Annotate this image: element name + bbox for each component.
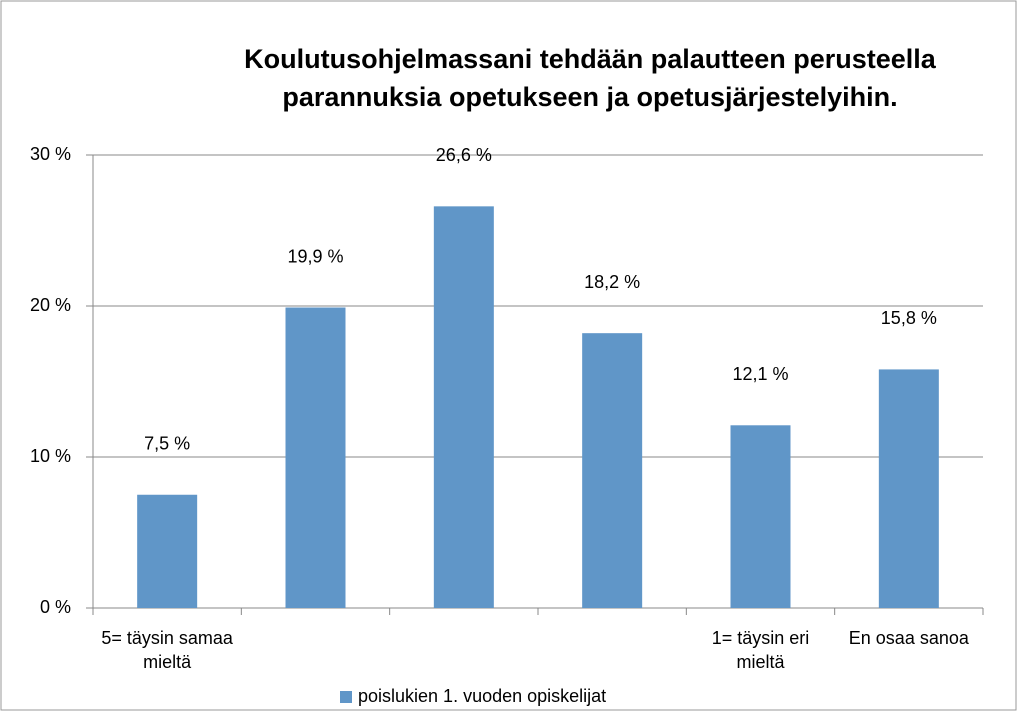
legend-swatch <box>340 690 352 703</box>
bar <box>137 494 198 608</box>
value-label: 15,8 % <box>881 308 937 328</box>
y-tick-label: 0 % <box>40 597 71 617</box>
x-tick-label: En osaa sanoa <box>848 628 969 648</box>
value-label: 12,1 % <box>732 364 788 384</box>
legend-label: poislukien 1. vuoden opiskelijat <box>358 686 607 706</box>
bar <box>433 206 494 608</box>
y-tick-label: 30 % <box>30 144 71 164</box>
chart-title: Koulutusohjelmassani tehdään palautteen … <box>244 44 936 112</box>
y-tick-label: 20 % <box>30 295 71 315</box>
bar <box>582 333 643 608</box>
value-label: 18,2 % <box>584 272 640 292</box>
bar <box>878 369 939 608</box>
y-tick-label: 10 % <box>30 446 71 466</box>
x-tick-label: 1= täysin eri mieltä <box>711 628 815 672</box>
bar <box>730 425 791 608</box>
value-label: 7,5 % <box>144 434 190 454</box>
value-label: 26,6 % <box>436 145 492 165</box>
legend: poislukien 1. vuoden opiskelijat <box>340 686 606 707</box>
x-tick-label: 5= täysin samaa mieltä <box>101 628 243 672</box>
bar <box>285 307 346 608</box>
value-label: 19,9 % <box>287 246 343 266</box>
